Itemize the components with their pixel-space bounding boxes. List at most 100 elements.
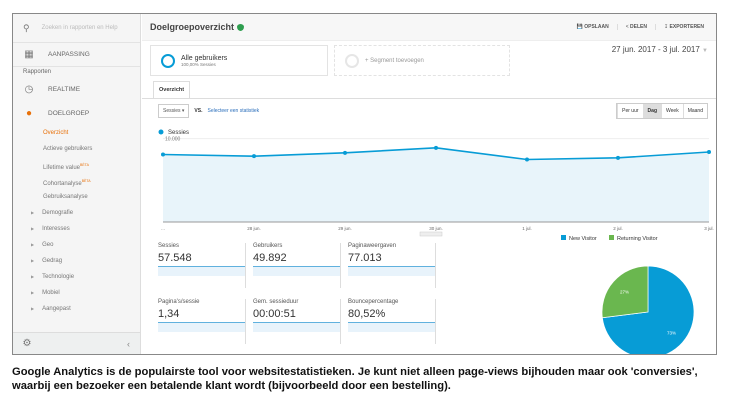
data-point[interactable] [616,155,620,160]
expand-triangle-icon: ▶ [31,274,35,279]
metric-label: Gebruikers [253,243,283,249]
divider [142,98,716,99]
select-metric-link[interactable]: Selecteer een statistiek [207,108,260,114]
vs-label: VS. [194,108,203,114]
label: AANPASSING [48,51,90,58]
clock-icon: ◷ [24,83,34,95]
x-tick-label: 3 jul. [704,226,714,231]
data-point[interactable] [161,152,165,157]
pie-slice[interactable] [601,265,649,319]
metric-card: Gebruikers 49.892 [253,243,341,288]
granularity-maand[interactable]: Maand [682,104,707,118]
metric-value: 00:00:51 [253,308,296,320]
segment-name: Alle gebruikers [181,54,228,62]
beta-badge: BÈTA [80,163,89,167]
x-tick-label: 29 jun. [338,226,352,231]
sidebar-expandable-item[interactable]: ▶ Aangepast [31,306,71,312]
empty-ring-icon [345,53,359,68]
segment-sub: 100,00% Sessies [181,61,216,67]
metric-value: 1,34 [158,308,180,320]
expand-triangle-icon: ▶ [31,306,35,311]
metric-label: Paginaweergaven [348,243,397,249]
sparkline [253,266,340,276]
sparkline [158,266,245,276]
data-point[interactable] [434,145,438,150]
legend-dot [158,129,164,135]
metric-select[interactable]: Sessies ▾ [158,104,190,118]
export-button[interactable]: ↧ EXPORTEREN [654,24,712,30]
slice-label: 73% [667,331,676,336]
sparkline [253,322,340,332]
person-icon: ● [25,107,33,119]
metric-value: 80,52% [348,308,386,320]
sidebar-expandable-item[interactable]: ▶ Mobiel [31,290,60,296]
visitor-pie-chart: New Visitor Returning Visitor 73% 27% [561,235,695,354]
add-segment-button[interactable]: + Segment toevoegen [334,45,510,76]
sidebar-subitem[interactable]: Lifetime valueBÈTA [13,157,140,173]
search-input[interactable]: ⚲ Zoeken in rapporten en Help [13,14,140,43]
label: Actieve gebruikers [43,146,93,152]
x-tick-label: ... [161,226,165,231]
legend-label: Sessies [168,130,189,136]
sidebar-expandable-item[interactable]: ▶ Technologie [31,274,75,280]
legend-label: New Visitor [569,236,597,242]
collapse-chevron-icon[interactable]: ‹ [127,338,130,349]
verified-shield-icon [237,23,245,31]
gear-icon[interactable]: ⚙ [22,338,32,349]
data-point[interactable] [252,154,256,159]
label: Gebruiksanalyse [43,194,88,200]
metric-label: Bouncepercentage [348,299,399,305]
sidebar-expandable-item[interactable]: ▶ Geo [31,242,54,248]
expand-chart-handle[interactable] [419,231,443,237]
expand-triangle-icon: ▶ [31,290,35,295]
save-button[interactable]: 💾 OPSLAAN [576,24,609,30]
caption: Google Analytics is de populairste tool … [12,366,698,392]
segment-all-users[interactable]: Alle gebruikers 100,00% Sessies [150,45,328,76]
label: REALTIME [48,85,81,93]
analytics-window: ⚲ Zoeken in rapporten en Help ▦ AANPASSING… [12,13,717,355]
y-tick-label: 10.000 [165,137,181,143]
metric-value: 77.013 [348,252,382,264]
date-range-picker[interactable]: 27 jun. 2017 - 3 jul. 2017 ▼ [611,45,708,54]
metric-card: Sessies 57.548 [158,243,246,288]
legend-swatch [561,235,566,240]
sidebar-footer: ⚙ ‹ [13,332,140,354]
area-fill [163,147,709,222]
metric-card: Bouncepercentage 80,52% [348,299,436,344]
slice-label: 27% [620,289,629,294]
granularity-dag[interactable]: Dag [642,104,661,118]
sidebar-expandable-item[interactable]: ▶ Gedrag [31,258,63,264]
page-title: Doelgroepoverzicht [150,22,235,32]
data-point[interactable] [707,150,711,154]
x-tick-label: 30 jun. [429,226,443,231]
data-point[interactable] [525,157,529,162]
sidebar-subitem[interactable]: Overzicht [13,125,140,141]
metric-card: Pagina's/sessie 1,34 [158,299,246,344]
metric-label: Pagina's/sessie [158,299,200,305]
legend-swatch [609,235,614,240]
metric-label: Sessies [158,243,180,249]
segment-ring-icon [161,53,175,68]
sidebar-subitem[interactable]: Actieve gebruikers [13,141,140,157]
label: Overzicht [43,130,69,136]
sidebar-item-customization[interactable]: ▦ AANPASSING [13,43,140,67]
share-button[interactable]: < DELEN [616,24,655,30]
granularity-week[interactable]: Week [661,104,683,118]
sidebar-expandable-item[interactable]: ▶ Demografie [31,210,74,216]
x-tick-label: 1 jul. [522,226,532,231]
sidebar-subitem[interactable]: Gebruiksanalyse [13,189,140,205]
metric-label: Gem. sessieduur [253,299,299,305]
granularity-per-uur[interactable]: Per uur [617,104,642,118]
sidebar-item-audience[interactable]: ● DOELGROEP [13,101,140,125]
dashboard-icon: ▦ [24,49,34,60]
tab-overview[interactable]: Overzicht [153,81,191,98]
x-tick-label: 28 jun. [247,226,261,231]
sidebar-subitem[interactable]: CohortanalyseBÈTA [13,173,140,189]
expand-triangle-icon: ▶ [31,226,35,231]
sidebar-expandable-item[interactable]: ▶ Interesses [31,226,70,232]
header: Doelgroepoverzicht 💾 OPSLAAN < DELEN ↧ EXP… [142,14,716,41]
metric-value: 49.892 [253,252,287,264]
sidebar-item-realtime[interactable]: ◷ REALTIME [13,77,140,101]
data-point[interactable] [343,150,347,155]
